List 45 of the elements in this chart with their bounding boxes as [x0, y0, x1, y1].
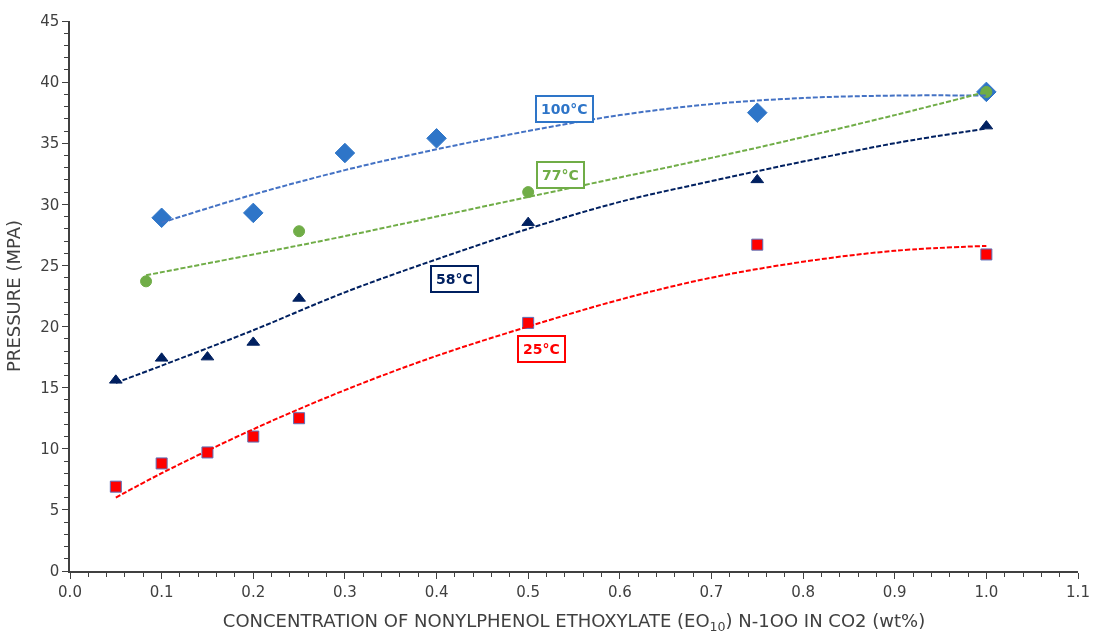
x-tick-label: 0.5: [516, 582, 541, 601]
y-tick-label: 10: [40, 440, 60, 459]
point: [155, 457, 168, 470]
point: [751, 238, 764, 251]
y-tick-label: 15: [40, 378, 60, 397]
x-tick-label: 1.1: [1066, 582, 1090, 601]
y-axis-title: PRESSURE (MPA): [2, 220, 24, 372]
x-tick-label: 0.1: [149, 582, 174, 601]
x-tick-label: 0.0: [58, 582, 82, 601]
annotation: 25°C: [523, 341, 560, 357]
annotation: 100°C: [541, 101, 588, 117]
x-tick-label: 0.6: [607, 582, 632, 601]
y-tick-label: 40: [40, 73, 60, 92]
y-tick-label: 30: [40, 195, 60, 214]
x-axis-title: CONCENTRATION OF NONYLPHENOL ETHOXYLATE (EO$_{10}$) N-1OO IN CO2 (wt%): [222, 610, 926, 635]
y-tick-label: 25: [40, 256, 60, 275]
point: [151, 207, 172, 229]
point: [293, 412, 306, 425]
annotation: 77°C: [542, 167, 579, 183]
point: [292, 292, 306, 302]
point: [750, 173, 765, 184]
point: [980, 248, 993, 261]
point: [140, 275, 153, 288]
point: [247, 430, 260, 443]
x-tick-label: 0.8: [791, 582, 816, 601]
x-tick-label: 1.0: [974, 582, 999, 601]
y-tick-label: 0: [49, 562, 60, 581]
point: [747, 102, 768, 123]
x-tick-label: 0.2: [241, 582, 266, 601]
y-tick-label: 20: [40, 317, 60, 336]
y-tick-label: 35: [40, 134, 60, 153]
x-tick-label: 0.7: [699, 582, 724, 601]
point: [293, 225, 306, 238]
y-tick-label: 45: [40, 12, 60, 31]
annotation: 58°C: [436, 271, 473, 287]
point: [334, 142, 356, 164]
point: [243, 202, 264, 224]
point: [522, 186, 535, 199]
point: [109, 480, 122, 493]
point: [201, 446, 214, 459]
x-tick-label: 0.9: [882, 582, 907, 601]
x-tick-label: 0.3: [332, 582, 357, 601]
x-tick-label: 0.4: [424, 582, 449, 601]
point: [426, 128, 447, 149]
y-tick-label: 5: [49, 501, 60, 520]
